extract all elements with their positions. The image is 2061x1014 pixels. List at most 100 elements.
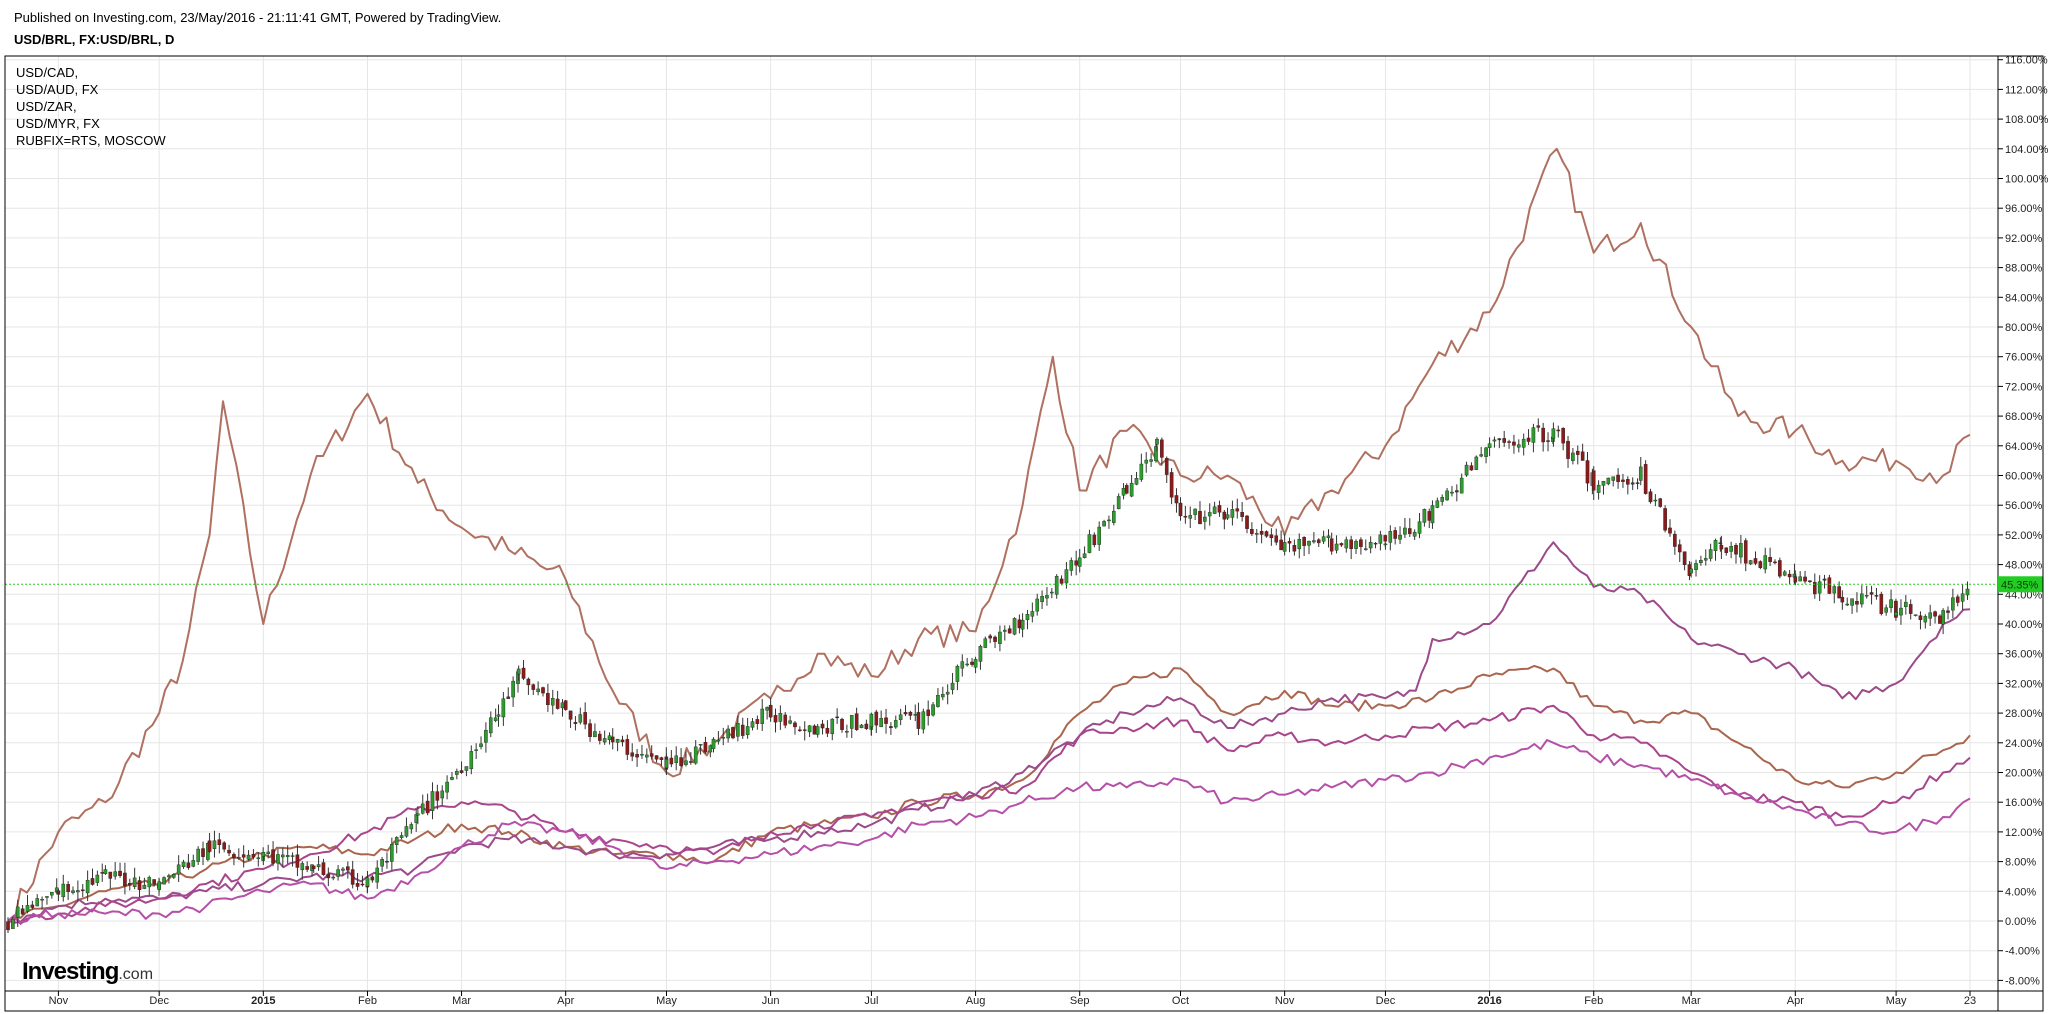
candle-body [1913,614,1918,616]
candle-body [35,898,40,907]
candle-body [1373,542,1378,545]
candle-body [1694,563,1698,570]
candle-body [1183,515,1188,518]
grid-layer [5,56,1998,991]
y-tick-label: 56.00% [2005,500,2043,512]
candle-body [945,691,950,695]
candle-body [664,759,669,769]
candle-body [1933,611,1937,617]
candle-body [1017,619,1022,629]
candle-body [1188,515,1193,519]
candle-body [181,861,186,868]
candle-body [1845,603,1850,606]
candle-body [768,704,773,718]
candle-body [573,722,578,724]
candle-body [1212,506,1217,514]
y-tick-label: -8.00% [2005,975,2040,987]
candle-body [1012,618,1017,635]
candle-body [654,755,659,760]
candle-body [849,715,854,729]
candle-body [1663,508,1667,531]
candle-body [1928,612,1932,619]
candle-body [1718,542,1723,544]
candle-body [346,866,350,871]
candle-body [1938,615,1942,624]
candle-body [1198,510,1202,525]
candle-body [290,855,295,857]
y-tick-label: 20.00% [2005,768,2043,780]
candle-body [1040,596,1044,603]
candle-body [1758,561,1763,568]
candle-body [95,874,100,883]
candle-body [1222,511,1227,520]
legend-item-usd-zar: USD/ZAR, [16,99,77,114]
candle-body [1798,576,1802,582]
candle-body [988,635,992,639]
series-line [7,664,1971,922]
y-tick-label: 4.00% [2005,886,2036,898]
y-tick-label: 108.00% [2005,114,2049,126]
candle-body [1571,452,1575,461]
candle-body [1349,539,1353,549]
y-tick-label: 116.00% [2005,55,2048,67]
candle-body [1368,541,1373,549]
candle-body [760,708,765,724]
candle-body [798,729,802,732]
candle-body [256,857,261,859]
candle-body [740,724,745,736]
candle-body [820,723,825,729]
x-tick-label: Feb [358,995,377,1007]
candle-body [1682,551,1687,565]
candle-body [793,722,797,728]
candle-body [1908,604,1913,614]
candle-body [1719,544,1724,550]
candle-body [884,717,888,724]
candle-body [1894,612,1898,616]
candle-body [1363,548,1368,550]
candle-body [186,862,191,868]
candle-body [1050,591,1054,594]
x-tick-label: 2015 [251,995,275,1007]
y-tick-label: 52.00% [2005,530,2043,542]
candle-body [271,849,275,864]
candle-body [45,896,49,898]
y-tick-label: 88.00% [2005,263,2043,275]
candle-body [1923,616,1928,623]
candle-body [1855,601,1859,605]
candle-body [1556,429,1561,432]
axis-layer: 116.00% 112.00% 108.00% 104.00% 100.00% 96.00… [5,55,2049,1011]
candle-body [1492,439,1497,442]
candle-body [1329,538,1334,552]
candle-body [414,814,418,823]
candle-body [1274,535,1279,543]
candle-body [965,663,969,666]
candle-body [620,739,625,743]
candle-body [1279,539,1283,551]
candle-body [1502,438,1506,443]
candle-body [684,760,688,765]
candle-body [1383,543,1388,546]
candle-body [1435,500,1440,508]
candle-body [1378,534,1383,544]
candle-body [385,861,389,863]
candle-body [474,749,478,751]
candle-body [66,884,70,892]
candle-body [1787,573,1792,578]
candle-body [56,890,61,895]
candle-body [394,837,399,845]
candle-body [1808,580,1812,582]
candle-body [404,826,409,837]
candle-body [1225,514,1230,519]
candle-body [1575,450,1580,455]
series-line [7,147,1971,923]
candle-body [162,877,166,885]
candle-body [493,717,498,721]
candle-body [1699,560,1703,564]
candle-body [488,717,493,734]
y-tick-label: -4.00% [2005,946,2040,958]
y-tick-label: 24.00% [2005,738,2043,750]
candle-body [113,871,117,877]
candle-body [541,687,545,694]
candle-body [1059,578,1064,584]
